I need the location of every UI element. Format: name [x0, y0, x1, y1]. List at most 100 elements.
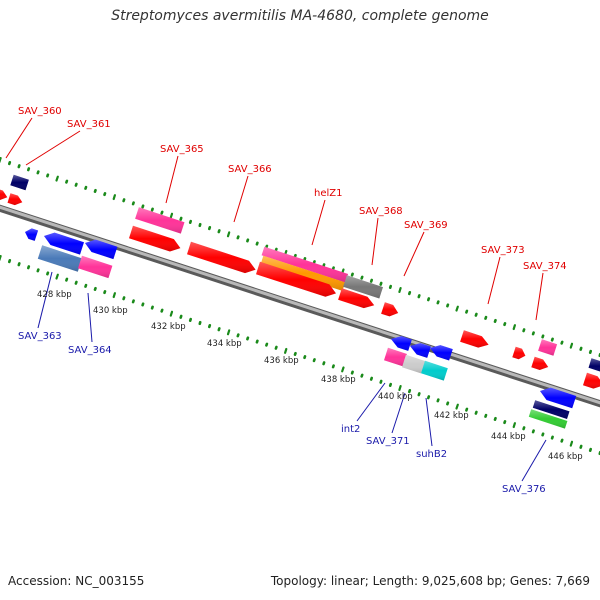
gene-sav371-blue-shade: [410, 343, 431, 358]
gene-sav374-shade: [531, 356, 549, 370]
kbp-label: 438 kbp: [321, 375, 356, 385]
lower-guide-tick: [531, 429, 535, 434]
upper-guide-tick: [112, 194, 117, 201]
gene-sav365-shade: [129, 225, 181, 252]
label-sav_363: SAV_363: [18, 331, 62, 342]
upper-guide-tick: [350, 272, 354, 277]
lower-guide-tick: [65, 277, 69, 282]
upper-guide-tick: [541, 334, 545, 339]
tick-guides: [0, 157, 600, 456]
lower-guide-tick: [541, 432, 545, 437]
upper-guide-tick: [455, 305, 459, 312]
lower-guide-tick: [426, 395, 431, 400]
kbp-label: 432 kbp: [151, 322, 186, 332]
lower-guide-tick: [293, 351, 297, 357]
label-sav_369: SAV_369: [404, 220, 448, 231]
gene-sav369-shade: [381, 302, 399, 317]
upper-guide-tick: [74, 182, 78, 187]
upper-guide-tick: [522, 328, 526, 333]
gene-blue-1-shade: [25, 228, 39, 241]
lower-guide-tick: [493, 416, 497, 422]
label-sav_361: SAV_361: [67, 119, 111, 130]
leader-sav_365: [165, 155, 179, 204]
upper-guide-tick: [84, 185, 88, 190]
lower-guide-tick: [93, 286, 97, 292]
upper-guide-tick: [255, 241, 259, 246]
lower-guide-tick: [379, 379, 383, 384]
upper-guide-tick: [46, 173, 50, 178]
leader-sav_369: [403, 231, 425, 277]
lower-guide-tick: [274, 345, 278, 350]
lower-guide-tick: [417, 392, 421, 397]
leader-sav_368: [371, 217, 379, 266]
gene-sav368-red-shade: [338, 288, 375, 309]
gene-sav363-blue-shade: [44, 232, 84, 255]
upper-guide-tick: [331, 266, 335, 271]
upper-guide-tick: [246, 238, 250, 243]
upper-guide-tick: [503, 321, 507, 327]
upper-guide-tick: [150, 207, 154, 212]
lower-guide-tick: [446, 401, 450, 406]
lower-guide-tick: [369, 376, 374, 381]
lower-guide-tick: [436, 398, 440, 403]
kbp-label: 430 kbp: [93, 306, 128, 316]
kbp-label: 446 kbp: [548, 452, 583, 462]
upper-guide-tick: [217, 229, 221, 234]
upper-guide-tick: [312, 260, 316, 265]
upper-guide-tick: [436, 300, 440, 305]
upper-guide-tick: [36, 170, 40, 175]
label-int2: int2: [341, 424, 360, 435]
upper-guide-tick: [512, 324, 517, 331]
label-leaders: [5, 117, 547, 482]
label-sav_376: SAV_376: [502, 484, 546, 495]
lower-guide-tick: [579, 444, 583, 449]
upper-guide-tick: [8, 161, 12, 166]
upper-guide-tick: [274, 247, 278, 252]
gene-sav373-shade: [460, 330, 489, 348]
gene-sav364-shade: [78, 255, 113, 279]
lower-guide-tick: [503, 419, 507, 425]
lower-guide-tick: [141, 302, 145, 307]
lower-guide-tick: [465, 407, 469, 412]
lower-guide-tick: [26, 265, 31, 270]
gene-features: [0, 174, 600, 429]
upper-guide-tick: [55, 175, 59, 182]
label-sav_365: SAV_365: [160, 144, 204, 155]
gene-sav374-pink-shade: [538, 339, 558, 356]
lower-guide-tick: [560, 438, 564, 443]
lower-guide-tick: [550, 435, 554, 440]
lower-guide-tick: [179, 314, 183, 319]
upper-guide-tick: [379, 281, 383, 286]
lower-guide-tick: [55, 273, 59, 280]
upper-guide-tick: [141, 204, 145, 209]
upper-guide-tick: [407, 290, 412, 296]
gene-sav368-shade: [343, 275, 383, 299]
lower-guide-tick: [84, 283, 88, 288]
label-sav_360: SAV_360: [18, 106, 62, 117]
upper-guide-tick: [226, 231, 231, 238]
gene-suhb2-blue-shade: [430, 345, 453, 361]
lower-guide-tick: [0, 255, 2, 261]
label-sav_373: SAV_373: [481, 245, 525, 256]
lower-guide-tick: [103, 289, 107, 295]
leader-sav_361: [25, 130, 81, 166]
lower-guide-tick: [246, 336, 250, 341]
gene-sav364-blue-shade: [85, 239, 118, 260]
lower-guide-tick: [331, 364, 335, 369]
gene-sav373b-shade: [512, 346, 526, 360]
lower-guide-tick: [74, 280, 78, 285]
lower-guide-tick: [122, 296, 126, 301]
lower-guide-tick: [46, 271, 50, 276]
upper-guide-tick: [398, 287, 402, 293]
leader-sav_360: [5, 117, 33, 159]
lower-guide-tick: [169, 310, 174, 317]
upper-guide-tick: [208, 226, 212, 231]
lower-guide-tick: [588, 447, 593, 453]
upper-guide-tick: [160, 210, 164, 215]
leader-sav_376: [521, 439, 547, 482]
gene-red-edge-shade: [583, 372, 600, 389]
lower-guide-tick: [208, 323, 212, 329]
lower-guide-tick: [484, 413, 488, 418]
upper-guide-tick: [169, 212, 174, 219]
lower-guide-tick: [522, 426, 526, 431]
